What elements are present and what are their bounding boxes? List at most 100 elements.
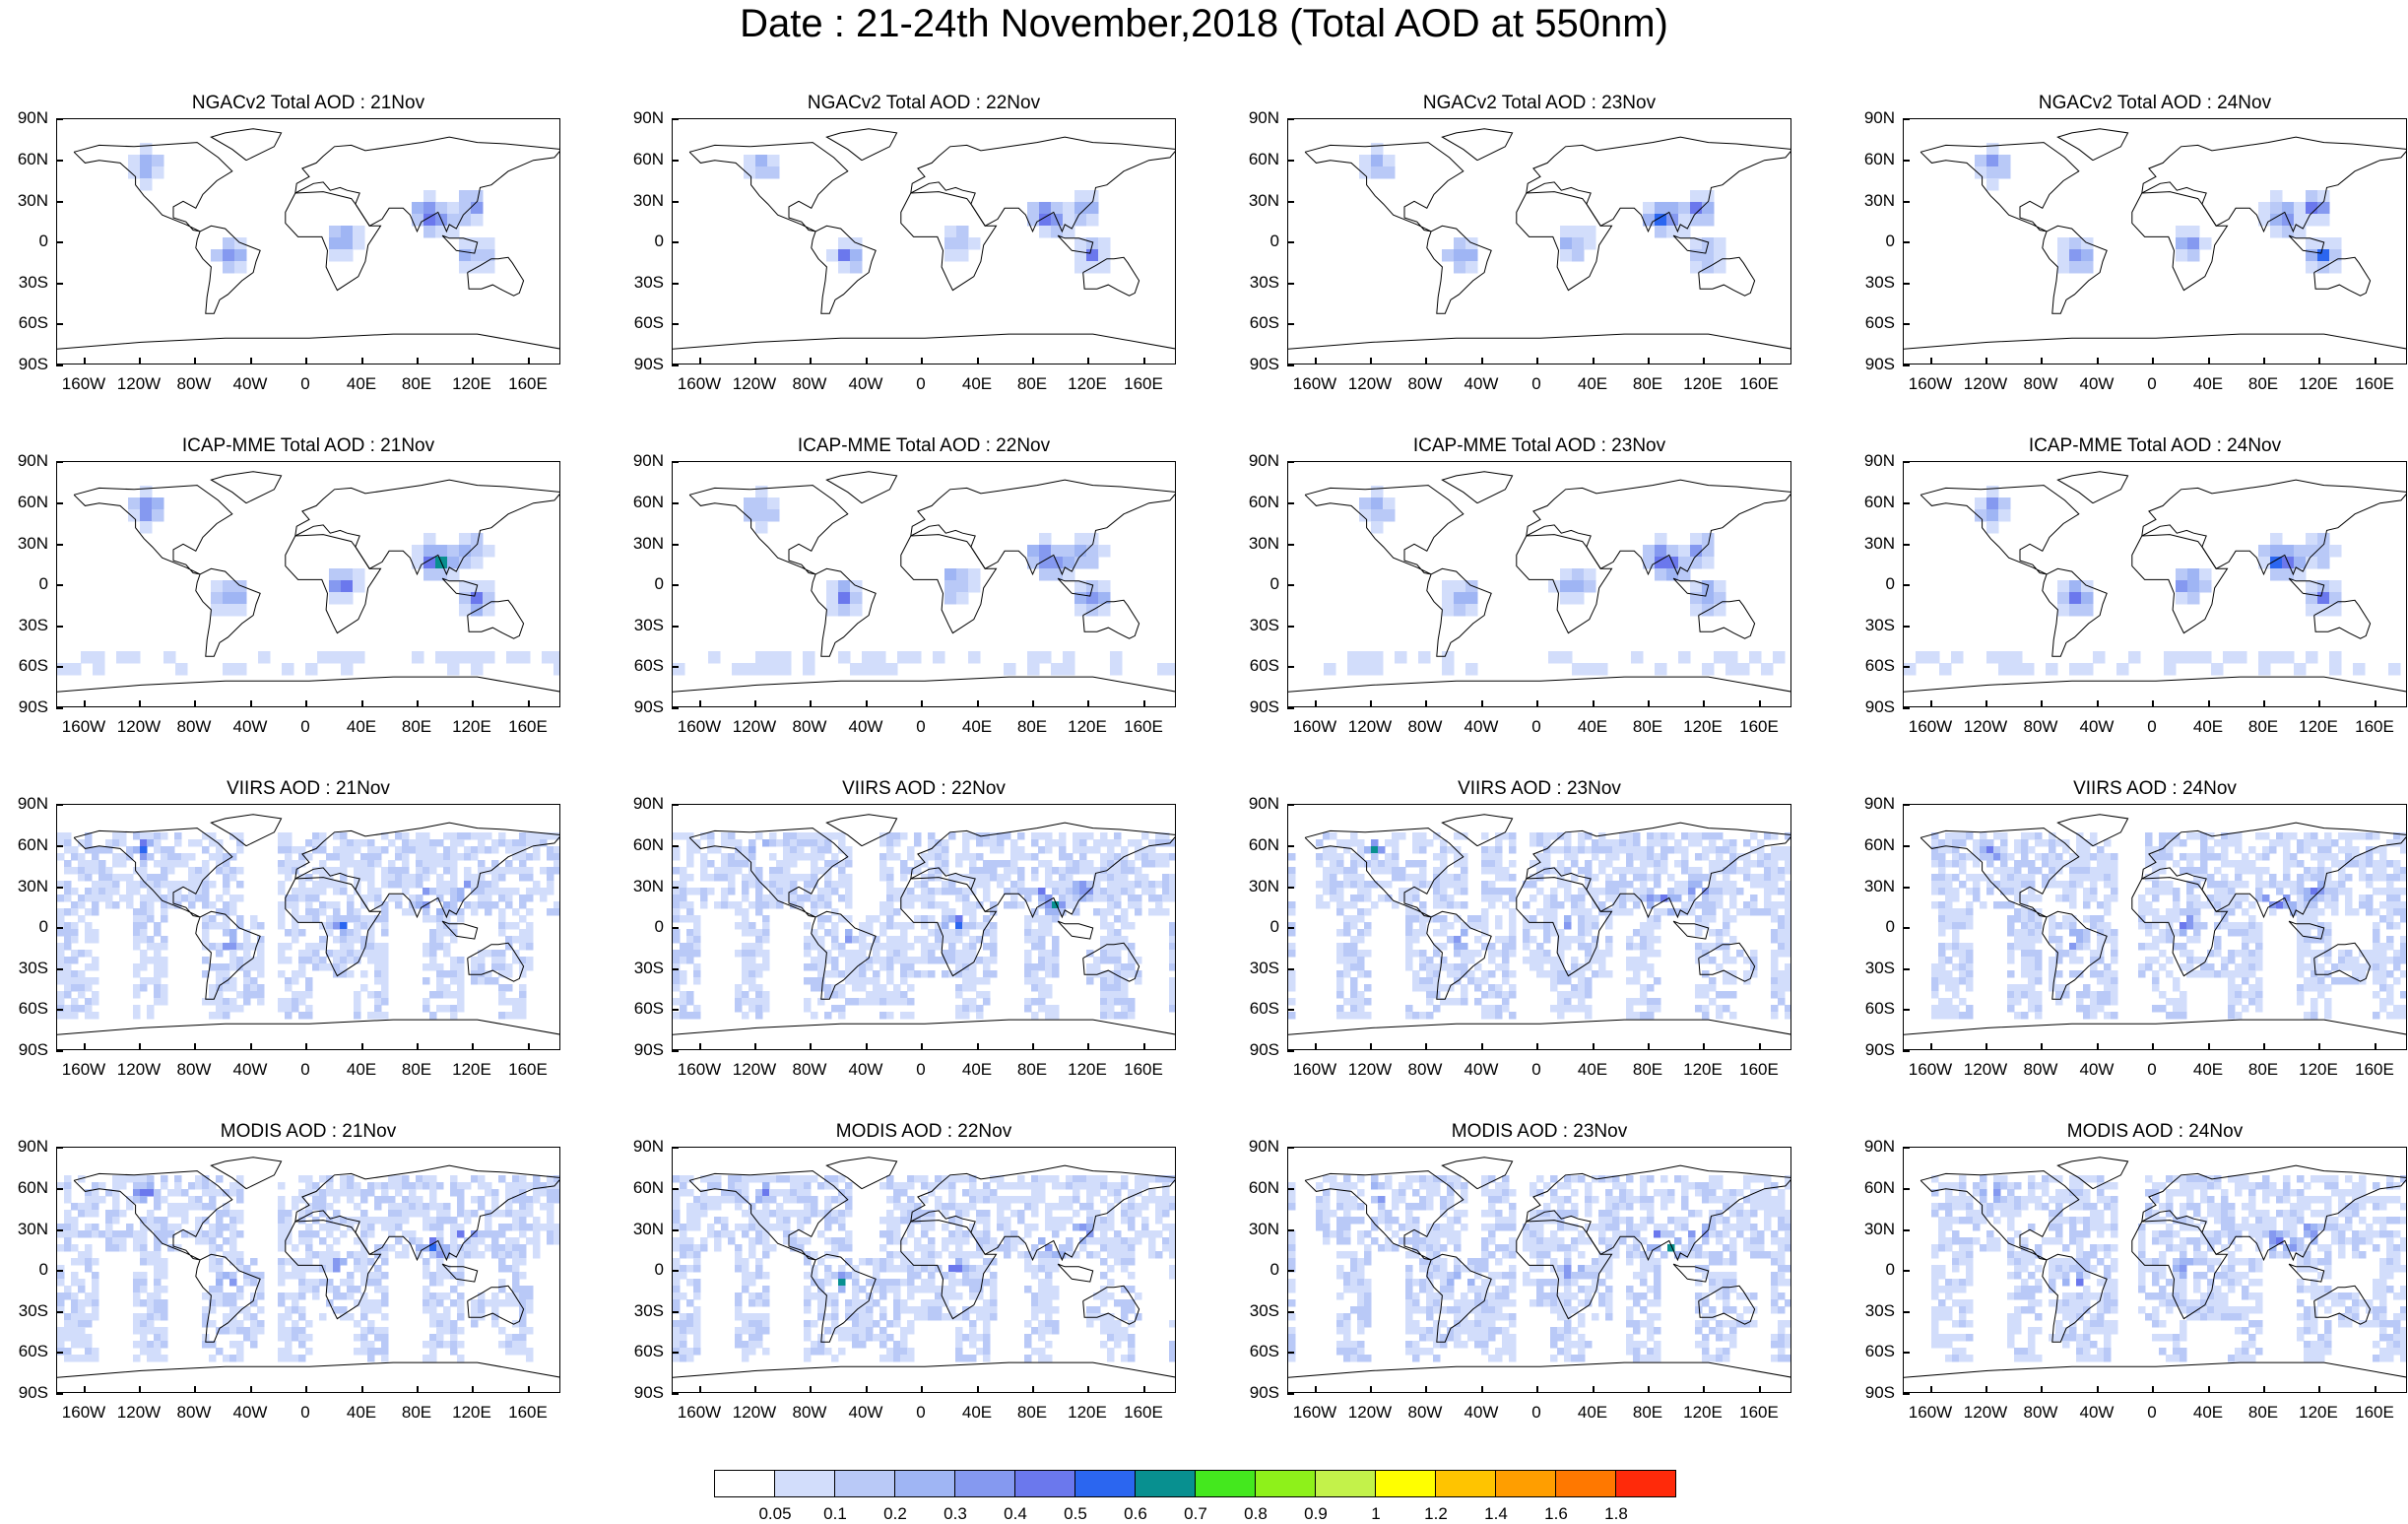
aod-cell [2176, 237, 2188, 250]
aod-cell [1098, 592, 1111, 605]
aod-cell [374, 970, 382, 978]
aod-cell [2276, 839, 2284, 847]
aod-cell [686, 888, 694, 895]
aod-cell [1086, 867, 1094, 875]
aod-cell [229, 977, 237, 985]
aod-cell [686, 991, 694, 999]
aod-cell [2138, 895, 2146, 902]
aod-cell [1433, 901, 1441, 909]
aod-cell [969, 1005, 977, 1013]
aod-cell [1702, 874, 1710, 882]
aod-cell [1523, 943, 1530, 951]
aod-cell [1107, 888, 1115, 895]
aod-cell [71, 957, 79, 964]
aod-cell [216, 1005, 224, 1013]
aod-cell [519, 991, 527, 999]
aod-cell [236, 963, 244, 971]
aod-cell [1945, 1012, 1953, 1020]
aod-cell [1128, 1005, 1136, 1013]
aod-cell [976, 957, 984, 964]
aod-cell [1357, 998, 1365, 1006]
aod-cell [2000, 846, 2008, 854]
aod-cell [298, 1012, 306, 1020]
aod-cell [1572, 663, 1585, 676]
aod-cell [292, 901, 299, 909]
aod-cell [1619, 895, 1627, 902]
aod-cell [1640, 881, 1648, 889]
aod-cell [838, 1012, 846, 1020]
aod-cell [928, 970, 936, 978]
lat-tick-label: 30S [1236, 959, 1279, 978]
aod-cell [1938, 957, 1946, 964]
aod-cell [1557, 846, 1565, 854]
aod-cell [790, 874, 798, 882]
aod-cell [1550, 915, 1558, 923]
aod-cell [209, 943, 217, 951]
aod-cell [154, 963, 162, 971]
aod-cell [2049, 984, 2056, 992]
aod-cell [423, 915, 430, 923]
aod-cell [1529, 832, 1537, 840]
map-plot-area [672, 118, 1176, 364]
aod-cell [436, 963, 444, 971]
aod-cell [1461, 943, 1468, 951]
aod-cell [1038, 915, 1046, 923]
aod-cell [2000, 853, 2008, 861]
aod-cell [347, 860, 355, 868]
map-plot-area [1287, 461, 1791, 707]
aod-cell [1571, 1005, 1579, 1013]
aod-cell [1619, 846, 1627, 854]
aod-cell [721, 895, 729, 902]
aod-cell [948, 915, 956, 923]
aod-cell [1729, 895, 1737, 902]
aod-cell [1052, 936, 1060, 944]
aod-cell [243, 998, 251, 1006]
aod-cell [1017, 881, 1025, 889]
aod-cell [1357, 915, 1365, 923]
aod-cell [374, 860, 382, 868]
aod-cell [1666, 226, 1679, 238]
aod-cell [2400, 908, 2407, 916]
aod-cell [2373, 867, 2380, 875]
lon-tick-mark [84, 358, 86, 364]
aod-cell [478, 895, 486, 902]
lat-tick-label: 30N [5, 877, 48, 896]
aod-cell [838, 950, 846, 958]
lat-tick-mark [1287, 201, 1294, 203]
aod-cell [2310, 867, 2318, 875]
aod-cell [1399, 867, 1406, 875]
lat-tick-mark [1287, 364, 1294, 366]
aod-cell [1169, 977, 1176, 985]
aod-cell [223, 663, 235, 676]
aod-cell [202, 860, 210, 868]
aod-cell [258, 651, 271, 664]
aod-cell [2310, 977, 2318, 985]
aod-cell [1031, 853, 1039, 861]
aod-cell [1702, 895, 1710, 902]
aod-cell [2297, 991, 2305, 999]
aod-cell [2076, 853, 2084, 861]
aod-cell [1405, 915, 1413, 923]
aod-cell [1100, 957, 1108, 964]
aod-cell [1690, 545, 1703, 558]
aod-cell [2028, 915, 2036, 923]
aod-cell [2000, 888, 2008, 895]
aod-cell [1433, 867, 1441, 875]
aod-cell [85, 922, 93, 930]
aod-cell [1357, 929, 1365, 937]
aod-cell [776, 867, 784, 875]
aod-cell [1121, 867, 1129, 875]
lat-tick-label: 90S [1852, 1040, 1895, 1060]
aod-cell [2228, 977, 2236, 985]
aod-cell [1681, 901, 1689, 909]
aod-cell [1578, 977, 1586, 985]
aod-cell [1454, 261, 1466, 274]
aod-cell [1986, 178, 1999, 191]
aod-cell [1488, 853, 1496, 861]
lon-tick-mark [1703, 1043, 1705, 1050]
aod-cell [831, 936, 839, 944]
aod-cell [133, 936, 141, 944]
aod-cell [2057, 592, 2070, 605]
aod-cell [1952, 950, 1960, 958]
aod-cell [236, 881, 244, 889]
